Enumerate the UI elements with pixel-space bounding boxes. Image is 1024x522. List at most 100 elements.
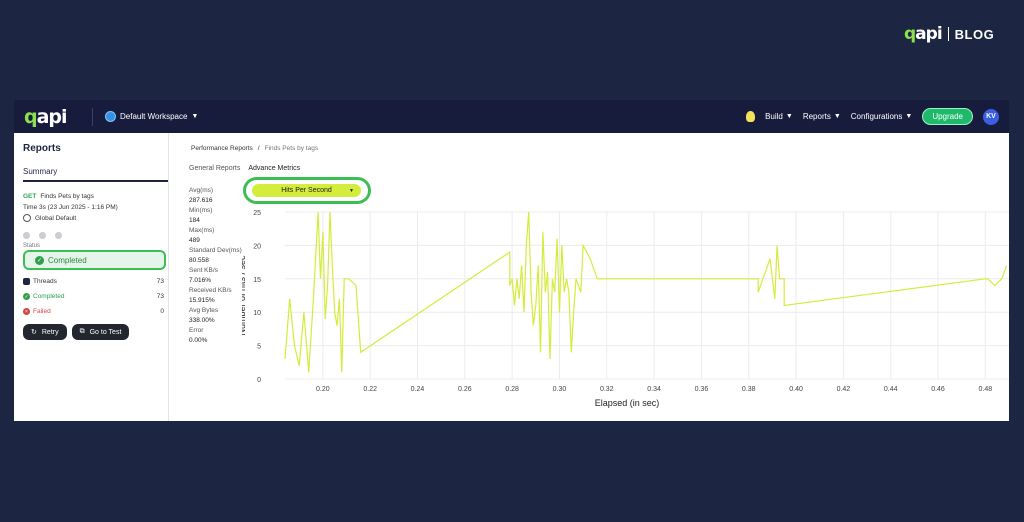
tab-advance-metrics[interactable]: Advance Metrics	[248, 165, 301, 172]
nav-reports-label: Reports	[802, 112, 831, 121]
check-circle-icon: ✓	[35, 255, 44, 265]
metric-label: Max(ms)	[189, 227, 215, 234]
navbar-divider	[92, 107, 93, 126]
lightbulb-icon[interactable]	[746, 111, 756, 122]
check-circle-icon: ✓	[23, 293, 30, 300]
metrics-panel: Avg(ms) 287.616 Min(ms) 184 Max(ms) 489 Standa…	[189, 184, 247, 344]
metric-label: Min(ms)	[189, 207, 213, 214]
y-tick-label: 20	[253, 243, 261, 250]
metric-value: 184	[189, 217, 200, 224]
share-icon[interactable]	[39, 232, 46, 239]
metric-value: 7.016%	[189, 277, 212, 284]
x-axis-title: Elapsed (in sec)	[595, 398, 660, 408]
report-tabs: General Reports Advance Metrics	[189, 165, 300, 172]
x-tick-label: 0.24	[411, 386, 425, 393]
x-tick-label: 0.30	[553, 386, 567, 393]
breadcrumb-parent[interactable]: Performance Reports	[191, 145, 253, 152]
y-tick-label: 25	[253, 210, 261, 217]
test-name: Finds Pets by tags	[40, 193, 94, 200]
metric-label: Avg(ms)	[189, 187, 214, 194]
x-tick-label: 0.38	[742, 386, 756, 393]
brand-divider	[947, 27, 949, 41]
workspace-icon	[105, 111, 116, 122]
completed-row: ✓ Completed 73	[23, 293, 164, 300]
y-tick-label: 5	[257, 344, 261, 351]
nav-configurations-label: Configurations	[850, 112, 903, 121]
metric-dropdown[interactable]: Hits Per Second ▼	[252, 184, 361, 197]
y-tick-label: 0	[257, 377, 261, 384]
nav-build-label: Build	[765, 112, 783, 121]
breadcrumb: Performance Reports / Finds Pets by tags	[191, 145, 318, 152]
breadcrumb-separator: /	[257, 145, 260, 152]
failed-row: × Failed 0	[23, 308, 164, 315]
failed-value: 0	[160, 308, 164, 315]
metric-label: Received KB/s	[189, 287, 232, 294]
metric-label: Sent KB/s	[189, 267, 218, 274]
action-buttons: ↻ Retry ⧉ Go to Test	[23, 324, 159, 340]
sidebar-title: Reports	[23, 143, 61, 154]
tab-general-reports[interactable]: General Reports	[189, 165, 241, 172]
highlight-ring	[243, 177, 371, 204]
y-axis-title: Number of hits / sec	[242, 255, 247, 336]
metric-value: 338.00%	[189, 317, 215, 324]
nav-configurations[interactable]: Configurations ▼	[851, 112, 913, 121]
completed-value: 73	[156, 293, 164, 300]
metric-value: 287.616	[189, 197, 213, 204]
x-tick-label: 0.40	[789, 386, 803, 393]
upgrade-button[interactable]: Upgrade	[922, 108, 973, 125]
x-tick-label: 0.22	[363, 386, 377, 393]
threads-row: Threads 73	[23, 278, 164, 285]
metric-dropdown-value: Hits Per Second	[281, 187, 332, 194]
x-tick-label: 0.36	[695, 386, 709, 393]
retry-label: Retry	[41, 328, 59, 336]
workspace-name: Default Workspace	[120, 112, 188, 121]
external-link-icon: ⧉	[79, 328, 85, 335]
run-time: Time 3s (23 Jun 2025 - 1:16 PM)	[23, 204, 118, 211]
metric-value: 80.558	[189, 257, 209, 264]
settings-icon[interactable]	[55, 232, 62, 239]
brand-logo: qapi	[904, 24, 943, 44]
threads-icon	[23, 278, 30, 285]
metric-label: Avg Bytes	[189, 307, 219, 314]
blog-label: BLOG	[954, 26, 995, 42]
x-tick-label: 0.26	[458, 386, 472, 393]
x-tick-label: 0.46	[931, 386, 945, 393]
threads-value: 73	[156, 278, 164, 285]
x-tick-label: 0.44	[884, 386, 898, 393]
avatar[interactable]: KV	[983, 108, 999, 125]
threads-label: Threads	[33, 278, 57, 285]
metric-value: 489	[189, 237, 200, 244]
x-tick-label: 0.34	[647, 386, 661, 393]
chevron-down-icon: ▼	[785, 113, 793, 120]
metric-label: Standard Dev(ms)	[189, 247, 242, 254]
x-tick-label: 0.28	[505, 386, 519, 393]
status-value: Completed	[48, 255, 87, 265]
go-to-test-button[interactable]: ⧉ Go to Test	[71, 324, 130, 340]
sidebar: Reports Summary GET Finds Pets by tags T…	[14, 133, 169, 421]
x-tick-label: 0.20	[316, 386, 330, 393]
retry-button[interactable]: ↻ Retry	[23, 324, 67, 340]
globe-icon	[23, 214, 31, 222]
app-window: qapi Default Workspace ▼ Build ▼ Reports ▼…	[14, 100, 1009, 421]
status-label: Status	[23, 243, 41, 249]
app-logo[interactable]: qapi	[24, 105, 68, 128]
main-content: Performance Reports / Finds Pets by tags…	[189, 133, 1009, 421]
metric-value: 15.915%	[189, 297, 215, 304]
y-tick-label: 10	[253, 310, 261, 317]
nav-reports[interactable]: Reports ▼	[803, 112, 841, 121]
workspace-selector[interactable]: Default Workspace ▼	[105, 111, 198, 122]
download-icon[interactable]	[23, 232, 30, 239]
breadcrumb-current: Finds Pets by tags	[264, 145, 319, 152]
metric-label: Error	[189, 327, 204, 334]
test-name-row: GET Finds Pets by tags	[23, 193, 159, 200]
method-badge: GET	[23, 193, 37, 200]
y-tick-label: 15	[253, 277, 261, 284]
nav-build[interactable]: Build ▼	[765, 112, 793, 121]
x-tick-label: 0.42	[837, 386, 851, 393]
chevron-down-icon: ▼	[905, 113, 913, 120]
chevron-down-icon: ▼	[349, 187, 354, 194]
tab-summary[interactable]: Summary	[23, 167, 168, 182]
retry-icon: ↻	[31, 329, 37, 336]
environment-name: Global Default	[35, 214, 77, 222]
environment-row: Global Default	[23, 214, 159, 222]
